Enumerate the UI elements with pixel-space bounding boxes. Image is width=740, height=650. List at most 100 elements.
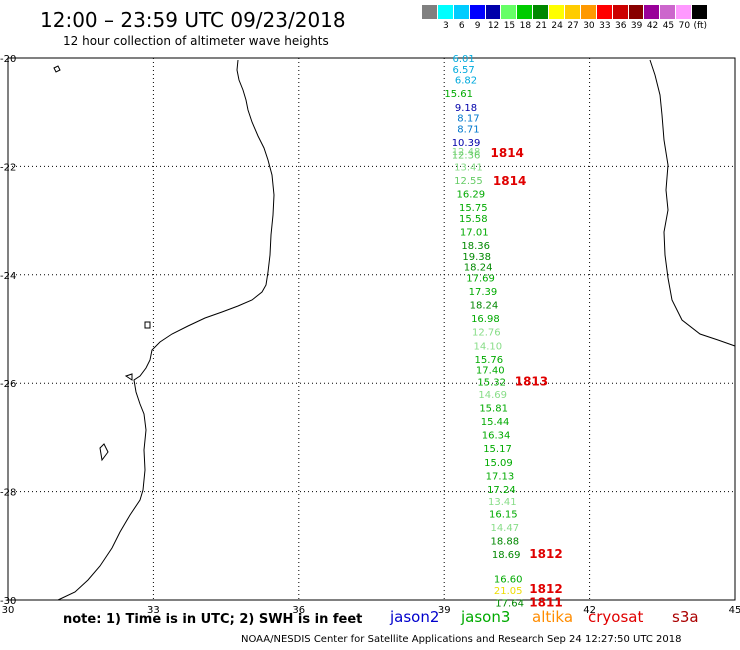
scale-tick-label: 27 xyxy=(567,21,579,31)
swh-value: 18.24 xyxy=(464,263,493,274)
color-swatch xyxy=(580,5,597,19)
scale-tick-label: (ft) xyxy=(693,21,708,31)
latitude-label: -24 xyxy=(0,271,16,282)
color-swatch xyxy=(565,5,581,19)
scale-tick-label: 9 xyxy=(474,21,481,31)
swh-value: 15.81 xyxy=(479,404,508,415)
swh-value: 17.01 xyxy=(460,227,489,238)
color-swatch xyxy=(676,5,693,19)
color-swatch xyxy=(469,5,486,19)
wave-height-observations: 6.016.576.8215.619.188.178.7110.3912.481… xyxy=(444,54,524,610)
color-swatch xyxy=(628,5,645,19)
scale-tick-label: 33 xyxy=(599,21,611,31)
note-text: note: 1) Time is in UTC; 2) SWH is in fe… xyxy=(63,612,363,627)
scale-tick-label: 18 xyxy=(519,21,532,31)
map-grid xyxy=(7,57,736,601)
color-swatch xyxy=(453,5,470,19)
latitude-label: -28 xyxy=(0,488,16,499)
swh-value: 13.41 xyxy=(488,497,517,508)
scale-tick-label: 36 xyxy=(615,21,627,31)
color-swatch xyxy=(612,5,629,19)
scale-tick-label: 12 xyxy=(487,21,500,31)
longitude-label: 36 xyxy=(292,605,305,616)
scale-tick-label: 15 xyxy=(503,21,516,31)
island-shape xyxy=(53,65,61,73)
swh-value: 17.69 xyxy=(466,274,495,285)
swh-value: 12.76 xyxy=(472,328,501,339)
swh-value: 17.13 xyxy=(486,471,515,482)
swh-value: 15.09 xyxy=(484,458,513,469)
longitude-label: 42 xyxy=(583,605,596,616)
rev-number: 1812 xyxy=(529,547,562,561)
color-swatch xyxy=(533,5,550,19)
credit-line: NOAA/NESDIS Center for Satellite Applica… xyxy=(241,634,682,645)
swh-value: 18.88 xyxy=(490,536,519,547)
latitude-label: -26 xyxy=(0,379,16,390)
color-scale-ticks: 3 6 9 12 15 18 21 24 27 30 33 36 39 42 45 70 (ft) xyxy=(422,21,740,33)
swh-value: 18.69 xyxy=(492,550,521,561)
swh-value: 15.76 xyxy=(474,355,503,366)
legend-jason3: jason3 xyxy=(461,608,511,626)
rev-number: 1813 xyxy=(515,375,548,389)
color-swatch xyxy=(692,5,709,19)
swh-value: 14.69 xyxy=(478,390,507,401)
scale-tick-label: 30 xyxy=(583,21,595,31)
color-swatch xyxy=(485,5,502,19)
color-swatch xyxy=(422,5,438,19)
longitude-label: 30 xyxy=(2,605,15,616)
legend-cryosat: cryosat xyxy=(588,608,644,626)
color-swatch xyxy=(644,5,661,19)
swh-value: 15.58 xyxy=(459,214,488,225)
swh-value: 18.24 xyxy=(470,301,499,312)
swh-value: 18.36 xyxy=(461,241,490,252)
swh-value: 16.98 xyxy=(471,314,500,325)
madagascar-coastline xyxy=(649,59,736,347)
color-scale-bar xyxy=(422,5,709,19)
scale-tick-label: 24 xyxy=(551,21,563,31)
color-swatch xyxy=(549,5,566,19)
latitude-label: -22 xyxy=(0,162,16,173)
swh-value: 6.82 xyxy=(455,76,477,87)
swh-value: 15.75 xyxy=(459,203,488,214)
swh-value: 19.38 xyxy=(462,252,491,263)
rev-number: 1814 xyxy=(491,146,524,160)
swh-value: 12.48 xyxy=(452,147,481,158)
page-subtitle: 12 hour collection of altimeter wave hei… xyxy=(63,34,329,48)
scale-tick-label: 3 xyxy=(442,21,449,31)
legend-s3a: s3a xyxy=(672,608,699,626)
legend-altika: altika xyxy=(532,608,574,626)
africa-coastline xyxy=(57,59,275,601)
swh-value: 14.47 xyxy=(490,523,519,534)
color-swatch xyxy=(517,5,534,19)
longitude-label: 45 xyxy=(729,605,740,616)
swh-value: 12.36 xyxy=(452,150,481,161)
rev-number: 1812 xyxy=(529,582,562,596)
swh-value: 15.44 xyxy=(481,417,510,428)
legend-jason2: jason2 xyxy=(390,608,440,626)
swh-value: 13.41 xyxy=(454,162,483,173)
page-title: 12:00 – 23:59 UTC 09/23/2018 xyxy=(40,8,346,32)
longitude-label: 39 xyxy=(438,605,451,616)
scale-tick-label: 45 xyxy=(662,21,675,31)
longitude-label: 33 xyxy=(147,605,160,616)
scale-tick-label: 21 xyxy=(535,21,547,31)
swh-value: 14.10 xyxy=(473,341,502,352)
swh-value: 15.32 xyxy=(477,378,506,389)
swh-value: 8.17 xyxy=(457,114,479,125)
latitude-label: -30 xyxy=(0,596,16,607)
swh-value: 17.64 xyxy=(495,599,524,610)
swh-value: 16.60 xyxy=(494,574,523,585)
swh-value: 17.24 xyxy=(487,485,516,496)
rev-number: 1811 xyxy=(529,596,562,610)
swh-value: 16.29 xyxy=(457,190,486,201)
color-swatch xyxy=(596,5,613,19)
swh-value: 12.55 xyxy=(454,176,483,187)
color-swatch xyxy=(501,5,518,19)
map-frame xyxy=(7,57,736,601)
swh-value: 16.15 xyxy=(489,509,518,520)
rev-number: 1814 xyxy=(493,174,526,188)
scale-tick-label: 42 xyxy=(646,21,659,31)
scale-tick-label: 39 xyxy=(630,21,643,31)
